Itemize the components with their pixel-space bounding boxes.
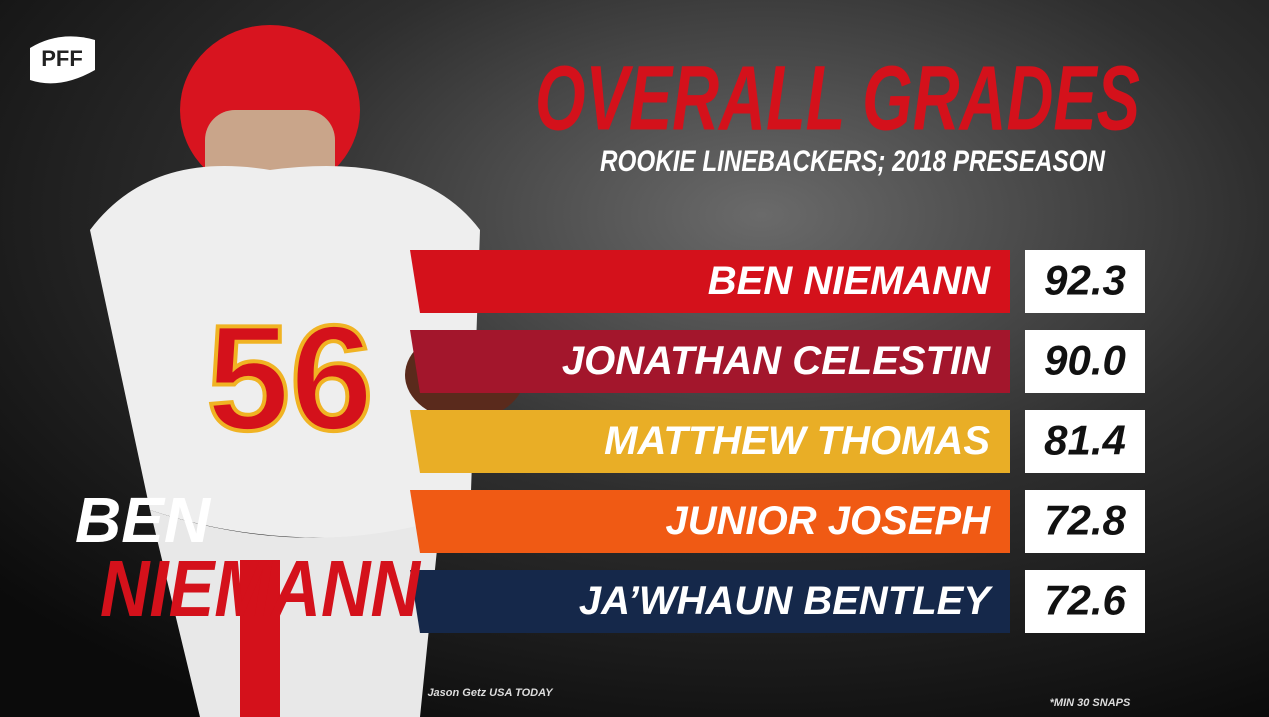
grade: 90.0 [1044, 337, 1126, 384]
player-photo: 56 [90, 25, 525, 717]
row-bar [410, 490, 1010, 553]
player-name: JA’WHAUN BENTLEY [579, 579, 993, 623]
footnote: *MIN 30 SNAPS [1050, 697, 1131, 709]
grade: 72.6 [1044, 577, 1126, 624]
grade-box [1025, 250, 1145, 313]
svg-text:56: 56 [207, 294, 374, 462]
player-name: MATTHEW THOMAS [604, 419, 990, 463]
subtitle: ROOKIE LINEBACKERS; 2018 PRESEASON [600, 145, 1106, 178]
player-name: JUNIOR JOSEPH [665, 499, 991, 543]
row-bar [410, 410, 1010, 473]
row-bar [410, 330, 1010, 393]
player-name: BEN NIEMANN [708, 259, 991, 303]
grade-box [1025, 570, 1145, 633]
player-name: JONATHAN CELESTIN [562, 339, 991, 383]
logo-text: PFF [41, 46, 83, 71]
grade-rows: BEN NIEMANN 92.3 JONATHAN CELESTIN 90.0 MATT… [410, 250, 1145, 633]
featured-last-name: NIEMANN [100, 544, 422, 633]
grade-box [1025, 490, 1145, 553]
row-bar [410, 250, 1010, 313]
grade-box [1025, 330, 1145, 393]
grade: 72.8 [1044, 497, 1126, 544]
grade: 92.3 [1044, 257, 1126, 304]
grade: 81.4 [1044, 417, 1126, 464]
grade-box [1025, 410, 1145, 473]
pff-logo: PFF [30, 36, 95, 84]
row-bar [410, 570, 1010, 633]
featured-first-name: BEN [75, 484, 212, 556]
title: OVERALL GRADES [535, 47, 1140, 149]
photo-credit: Jason Getz USA TODAY [427, 687, 554, 699]
